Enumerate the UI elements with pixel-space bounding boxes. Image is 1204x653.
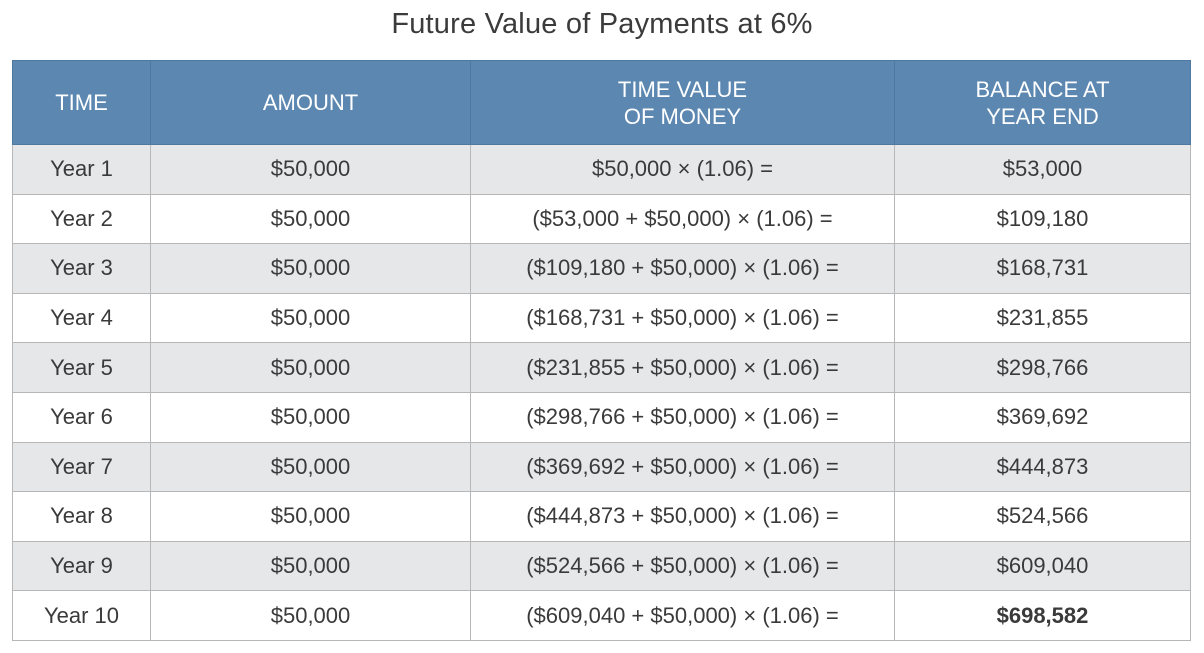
cell-time: Year 4	[12, 292, 151, 344]
header-balance-line-2: YEAR END	[986, 103, 1099, 129]
cell-amount: $50,000	[150, 441, 471, 493]
cell-time: Year 6	[12, 391, 151, 443]
table-header: TIME AMOUNT TIME VALUE OF MONEY BALANCE …	[12, 60, 1191, 145]
cell-balance: $298,766	[894, 342, 1191, 393]
cell-balance: $698,582	[894, 590, 1191, 641]
future-value-table: TIME AMOUNT TIME VALUE OF MONEY BALANCE …	[12, 60, 1191, 641]
cell-time-value-calc: $50,000 × (1.06) =	[470, 144, 895, 195]
cell-time: Year 2	[12, 193, 151, 245]
cell-balance: $609,040	[894, 540, 1191, 592]
cell-amount: $50,000	[150, 391, 471, 443]
header-time-value-of-money: TIME VALUE OF MONEY	[470, 60, 895, 145]
table-row: Year 2 $50,000 ($53,000 + $50,000) × (1.06…	[12, 193, 1191, 245]
cell-balance: $369,692	[894, 391, 1191, 443]
table-body: Year 1 $50,000 $50,000 × (1.06) = $53,000 Ye…	[12, 144, 1191, 641]
cell-time-value-calc: ($168,731 + $50,000) × (1.06) =	[470, 292, 895, 344]
table-row: Year 8 $50,000 ($444,873 + $50,000) × (1.0…	[12, 491, 1191, 542]
cell-balance: $524,566	[894, 491, 1191, 542]
header-balance-at-year-end: BALANCE AT YEAR END	[894, 60, 1191, 145]
cell-time-value-calc: ($369,692 + $50,000) × (1.06) =	[470, 441, 895, 493]
cell-amount: $50,000	[150, 243, 471, 294]
header-time-line-1: TIME	[55, 90, 108, 115]
table-title: Future Value of Payments at 6%	[391, 8, 813, 40]
header-time: TIME	[12, 60, 151, 145]
cell-amount: $50,000	[150, 292, 471, 344]
header-balance-line-1: BALANCE AT	[975, 76, 1110, 102]
cell-time: Year 1	[12, 144, 151, 195]
cell-time: Year 10	[12, 590, 151, 641]
cell-time: Year 8	[12, 491, 151, 542]
cell-time-value-calc: ($609,040 + $50,000) × (1.06) =	[470, 590, 895, 641]
cell-time-value-calc: ($231,855 + $50,000) × (1.06) =	[470, 342, 895, 393]
cell-balance: $53,000	[894, 144, 1191, 195]
cell-amount: $50,000	[150, 144, 471, 195]
cell-balance: $444,873	[894, 441, 1191, 493]
cell-time-value-calc: ($444,873 + $50,000) × (1.06) =	[470, 491, 895, 542]
header-amount-line-1: AMOUNT	[262, 90, 359, 115]
cell-time: Year 3	[12, 243, 151, 294]
cell-balance: $109,180	[894, 193, 1191, 245]
cell-time: Year 7	[12, 441, 151, 493]
table-row: Year 5 $50,000 ($231,855 + $50,000) × (1.0…	[12, 342, 1191, 393]
table-row: Year 9 $50,000 ($524,566 + $50,000) × (1.0…	[12, 540, 1191, 592]
cell-time: Year 5	[12, 342, 151, 393]
cell-time-value-calc: ($53,000 + $50,000) × (1.06) =	[470, 193, 895, 245]
cell-time-value-calc: ($524,566 + $50,000) × (1.06) =	[470, 540, 895, 592]
cell-balance: $168,731	[894, 243, 1191, 294]
cell-time-value-calc: ($298,766 + $50,000) × (1.06) =	[470, 391, 895, 443]
table-row: Year 6 $50,000 ($298,766 + $50,000) × (1.0…	[12, 391, 1191, 443]
table-row: Year 1 $50,000 $50,000 × (1.06) = $53,000	[12, 144, 1191, 195]
cell-amount: $50,000	[150, 491, 471, 542]
table-row: Year 7 $50,000 ($369,692 + $50,000) × (1.0…	[12, 441, 1191, 493]
cell-amount: $50,000	[150, 342, 471, 393]
cell-time: Year 9	[12, 540, 151, 592]
header-tvm-line-1: TIME VALUE	[617, 76, 748, 102]
table-row: Year 3 $50,000 ($109,180 + $50,000) × (1.0…	[12, 243, 1191, 294]
header-row: TIME AMOUNT TIME VALUE OF MONEY BALANCE …	[12, 60, 1191, 145]
table-row: Year 4 $50,000 ($168,731 + $50,000) × (1.0…	[12, 292, 1191, 344]
cell-amount: $50,000	[150, 193, 471, 245]
table-row: Year 10 $50,000 ($609,040 + $50,000) × (1.…	[12, 590, 1191, 641]
header-amount: AMOUNT	[150, 60, 471, 145]
cell-balance: $231,855	[894, 292, 1191, 344]
cell-time-value-calc: ($109,180 + $50,000) × (1.06) =	[470, 243, 895, 294]
header-tvm-line-2: OF MONEY	[623, 103, 742, 129]
cell-amount: $50,000	[150, 540, 471, 592]
cell-amount: $50,000	[150, 590, 471, 641]
